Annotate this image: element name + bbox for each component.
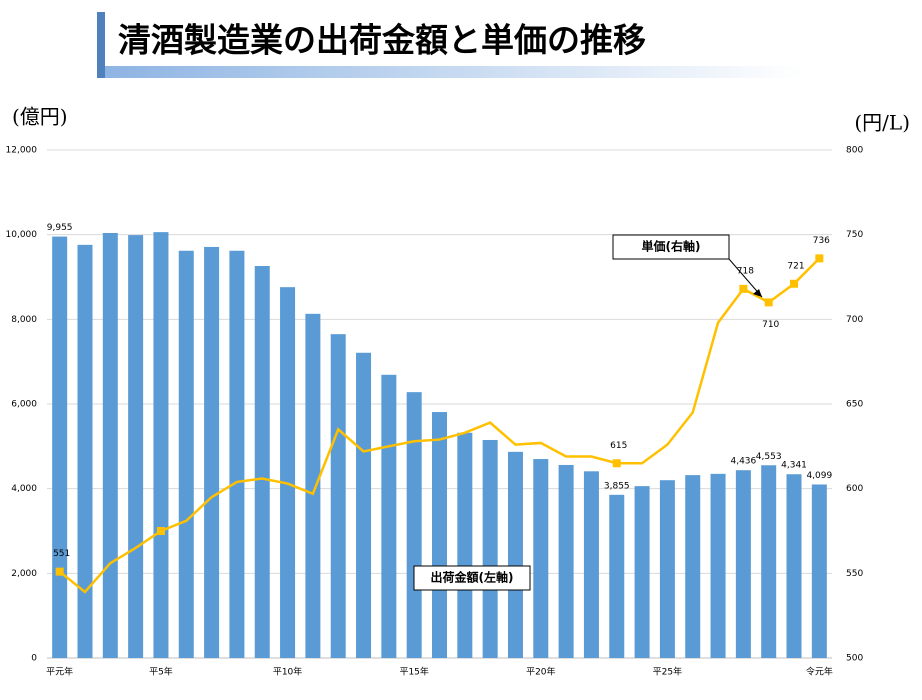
line-marker bbox=[156, 527, 165, 535]
x-tick-label: 平5年 bbox=[149, 666, 173, 678]
line-marker bbox=[764, 298, 773, 307]
callout-text: 出荷金額(左軸) bbox=[431, 570, 514, 585]
line-value-label: 721 bbox=[787, 261, 804, 271]
callout-box bbox=[612, 234, 730, 260]
chart-title: 清酒製造業の出荷金額と単価の推移 bbox=[118, 21, 646, 60]
y-tick-label: 2,000 bbox=[11, 569, 37, 579]
bar bbox=[356, 352, 372, 658]
bar bbox=[254, 265, 270, 658]
y2-tick-label: 600 bbox=[846, 484, 863, 494]
bar-value-label: 4,099 bbox=[806, 471, 832, 481]
y-tick-label: 10,000 bbox=[6, 230, 38, 240]
line-marker bbox=[815, 254, 824, 263]
bar bbox=[330, 334, 346, 658]
y-tick-label: 4,000 bbox=[11, 484, 37, 494]
bar bbox=[710, 473, 726, 658]
bar bbox=[659, 480, 675, 658]
x-tick-label: 平15年 bbox=[399, 666, 428, 678]
bar bbox=[761, 465, 777, 658]
callout-box bbox=[413, 565, 531, 591]
y-axis-label: (億円) bbox=[12, 105, 68, 129]
title-underline bbox=[105, 66, 805, 78]
line-value-label: 718 bbox=[737, 266, 754, 276]
y2-tick-label: 750 bbox=[846, 230, 863, 240]
bar bbox=[432, 412, 447, 658]
x-tick-label: 平10年 bbox=[273, 666, 302, 678]
bar bbox=[533, 459, 549, 658]
line-marker bbox=[790, 279, 799, 288]
bar bbox=[634, 486, 650, 658]
line-value-label: 710 bbox=[762, 320, 779, 330]
callout-arrowhead bbox=[753, 289, 762, 297]
bar bbox=[685, 475, 701, 658]
y2-tick-label: 550 bbox=[846, 569, 863, 579]
bar-value-label: 4,436 bbox=[730, 457, 756, 467]
line-marker bbox=[739, 284, 748, 293]
y2-tick-label: 700 bbox=[846, 315, 863, 325]
y-tick-label: 8,000 bbox=[11, 315, 37, 325]
bar-value-label: 4,341 bbox=[781, 461, 807, 471]
line-value-label: 736 bbox=[813, 236, 830, 246]
bar-value-label: 9,955 bbox=[47, 223, 73, 233]
line-value-label: 615 bbox=[610, 441, 627, 451]
x-tick-label: 令元年 bbox=[806, 666, 833, 678]
line-value-label: 551 bbox=[53, 549, 70, 559]
bar bbox=[406, 392, 422, 658]
y2-tick-label: 800 bbox=[846, 146, 863, 156]
bar-value-label: 3,855 bbox=[604, 481, 630, 491]
bar bbox=[457, 432, 473, 658]
y2-axis-label: (円/L) bbox=[854, 111, 910, 135]
bar bbox=[735, 470, 751, 658]
bar-value-label: 4,553 bbox=[756, 452, 782, 462]
bar bbox=[52, 236, 68, 659]
bar bbox=[381, 374, 397, 658]
bars bbox=[52, 232, 827, 659]
bar bbox=[811, 484, 827, 658]
bar bbox=[280, 287, 296, 658]
y-tick-label: 0 bbox=[31, 654, 37, 664]
bar bbox=[609, 494, 625, 658]
bar bbox=[583, 471, 599, 658]
x-tick-label: 平25年 bbox=[653, 666, 682, 678]
callout-arrow bbox=[728, 258, 763, 298]
y2-tick-label: 500 bbox=[846, 654, 863, 664]
callout-text: 単価(右軸) bbox=[642, 239, 701, 254]
bar bbox=[153, 232, 169, 659]
bar bbox=[128, 235, 144, 658]
bar bbox=[77, 244, 93, 658]
lines bbox=[55, 254, 824, 594]
y2-tick-label: 650 bbox=[846, 400, 863, 410]
price-line bbox=[58, 257, 821, 594]
line-marker bbox=[612, 459, 621, 468]
x-tick-label: 平元年 bbox=[46, 666, 73, 678]
bar bbox=[178, 250, 194, 658]
title-accent bbox=[97, 12, 105, 78]
bar bbox=[204, 246, 220, 658]
bar bbox=[305, 313, 321, 658]
labels: 0 2,000 4,000 6,000 8,000 10,000 12,000 500 550 6… bbox=[6, 146, 864, 678]
line-marker bbox=[55, 567, 64, 576]
y-tick-label: 12,000 bbox=[6, 146, 38, 156]
y-tick-label: 6,000 bbox=[11, 400, 37, 410]
bar bbox=[229, 250, 245, 658]
bar bbox=[482, 439, 498, 658]
x-tick-label: 平20年 bbox=[526, 666, 555, 678]
bar bbox=[507, 451, 523, 658]
bar bbox=[102, 232, 118, 658]
bar bbox=[558, 464, 574, 658]
bar bbox=[786, 474, 802, 658]
